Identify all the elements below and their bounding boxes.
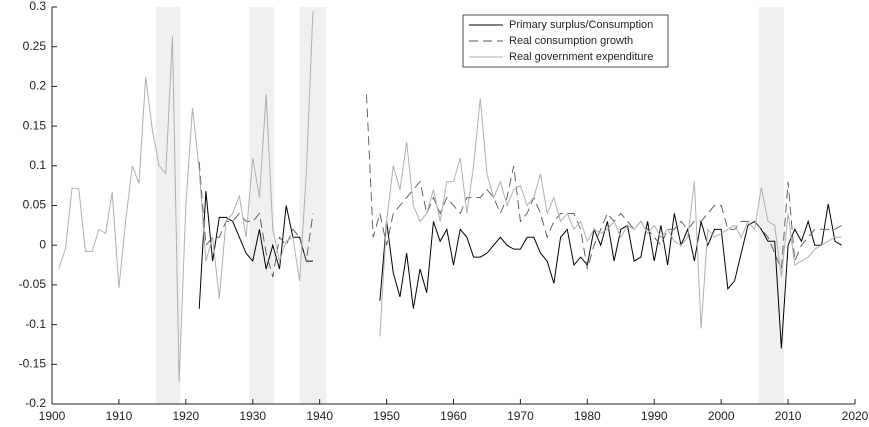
legend: Primary surplus/Consumption Real consumpt… (462, 14, 669, 68)
series-line (58, 10, 842, 382)
x-tick-label: 1970 (507, 409, 534, 423)
y-tick-label: 0 (39, 237, 46, 251)
x-tick-label: 1980 (574, 409, 601, 423)
legend-label: Real government expenditure (509, 51, 653, 63)
shaded-region (299, 7, 327, 404)
x-tick-label: 2000 (708, 409, 735, 423)
x-tick-label: 1940 (306, 409, 333, 423)
series-line (198, 94, 842, 278)
y-tick-label: 0.3 (29, 0, 46, 13)
y-tick-label: -0.1 (25, 317, 46, 331)
shaded-region (155, 7, 181, 404)
shaded-region (758, 7, 785, 404)
y-tick-label: 0.05 (23, 198, 47, 212)
y-tick-label: -0.05 (19, 277, 47, 291)
y-tick-label: 0.1 (29, 158, 46, 172)
shaded-region (249, 7, 275, 404)
x-tick-label: 1960 (440, 409, 467, 423)
y-tick-label: 0.15 (23, 118, 47, 132)
x-tick-label: 1900 (39, 409, 66, 423)
x-tick-label: 1930 (239, 409, 266, 423)
y-tick-label: -0.15 (19, 356, 47, 370)
y-tick-label: -0.2 (25, 396, 46, 410)
x-tick-label: 2020 (842, 409, 869, 423)
y-tick-label: 0.25 (23, 39, 47, 53)
x-tick-label: 1910 (106, 409, 133, 423)
x-tick-label: 1990 (641, 409, 668, 423)
x-tick-label: 1920 (172, 409, 199, 423)
x-tick-label: 1950 (373, 409, 400, 423)
y-tick-label: 0.2 (29, 79, 46, 93)
legend-label: Primary surplus/Consumption (509, 19, 653, 31)
legend-label: Real consumption growth (509, 35, 633, 47)
series-line (198, 191, 842, 349)
x-tick-label: 2010 (775, 409, 802, 423)
